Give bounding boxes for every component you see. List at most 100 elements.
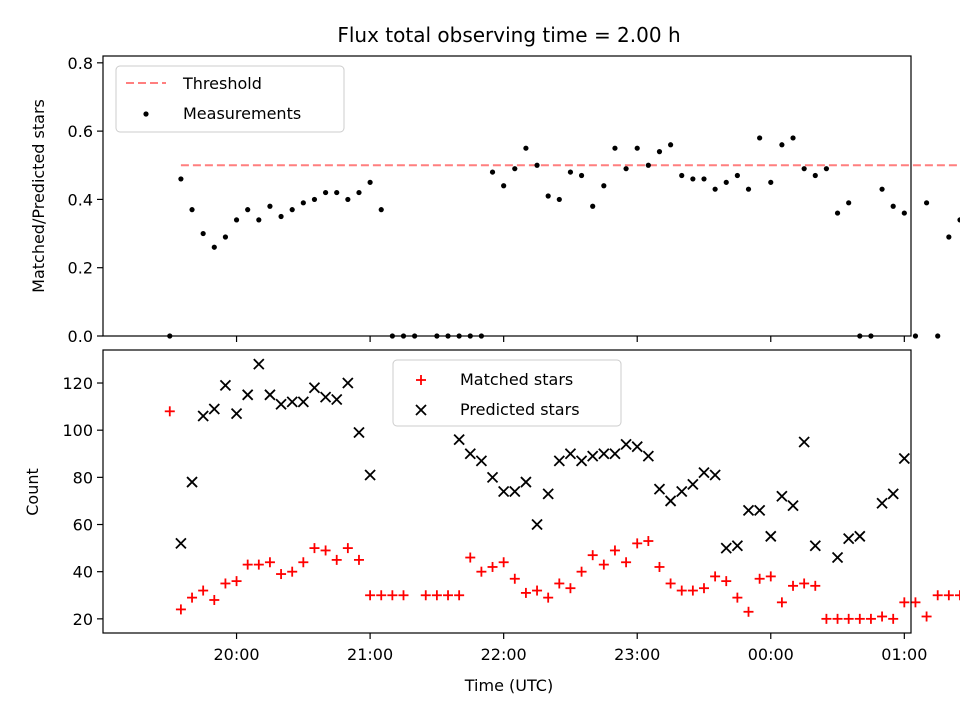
predicted-point-17: [364, 469, 376, 481]
legend-measurements-swatch: [143, 111, 149, 117]
predicted-point-44: [742, 504, 755, 517]
predicted-point-51: [831, 551, 844, 564]
measurement-point-40: [623, 166, 629, 172]
top-y-tick-label-3: 0.6: [68, 122, 93, 141]
top-axes-frame: [102, 55, 912, 337]
measurement-point-52: [757, 135, 763, 141]
measurement-point-18: [367, 179, 373, 185]
predicted-point-5: [230, 408, 243, 420]
top-x-ticks: [235, 336, 905, 342]
matched-point-14: [320, 545, 331, 556]
measurement-point-47: [701, 176, 707, 182]
top-y-tick-label-0: 0.0: [68, 327, 93, 346]
matched-point-38: [598, 559, 609, 570]
predicted-point-4: [219, 379, 232, 392]
x-tick-label-4: 00:00: [748, 645, 794, 664]
matched-point-33: [543, 592, 554, 603]
measurement-point-13: [311, 196, 318, 203]
matched-point-17: [353, 554, 364, 565]
predicted-point-10: [286, 396, 298, 408]
measurement-point-39: [612, 145, 618, 151]
measurement-point-55: [790, 135, 796, 141]
matched-point-11: [287, 566, 298, 577]
predicted-point-38: [676, 485, 688, 498]
predicted-point-20: [475, 455, 488, 467]
top-points-layer: [167, 135, 960, 339]
measurement-point-32: [534, 162, 540, 168]
matched-point-40: [621, 557, 632, 568]
matched-point-22: [420, 590, 431, 601]
matched-point-5: [220, 578, 231, 589]
predicted-point-12: [308, 382, 321, 394]
legend-predicted-label: Predicted stars: [460, 400, 580, 419]
matched-point-31: [520, 587, 531, 598]
matched-point-42: [643, 536, 654, 547]
x-tick-label-5: 01:00: [881, 645, 927, 664]
measurement-point-58: [823, 166, 830, 172]
measurement-point-57: [812, 172, 818, 179]
measurement-point-44: [668, 142, 674, 148]
matched-point-6: [231, 576, 242, 587]
measurement-point-48: [712, 186, 718, 192]
bottom-y-ticks: 20 40 60 80 100 120: [62, 374, 103, 629]
measurement-point-29: [501, 183, 507, 189]
predicted-point-53: [854, 530, 866, 542]
matched-point-19: [376, 590, 387, 601]
matched-point-47: [698, 583, 709, 594]
predicted-point-23: [509, 485, 521, 498]
predicted-point-14: [331, 393, 343, 406]
matched-point-61: [854, 613, 865, 624]
legend-predicted-swatch: [415, 404, 427, 416]
predicted-point-6: [242, 389, 254, 401]
matched-point-4: [209, 594, 220, 605]
bottom-y-tick-label-0: 20: [73, 610, 93, 629]
matched-point-59: [832, 613, 843, 624]
bottom-y-tick-label-1: 40: [73, 563, 93, 582]
matched-point-16: [342, 543, 353, 554]
predicted-point-7: [253, 358, 265, 370]
bottom-y-tick-label-2: 60: [73, 516, 93, 535]
measurement-point-12: [300, 200, 306, 206]
measurement-point-1: [178, 176, 184, 182]
predicted-point-22: [498, 485, 510, 498]
predicted-point-49: [798, 436, 810, 448]
measurement-point-14: [322, 189, 329, 196]
measurement-point-56: [801, 166, 807, 172]
predicted-point-16: [353, 426, 365, 439]
x-tick-label-1: 21:00: [347, 645, 393, 664]
predicted-point-11: [297, 396, 309, 408]
measurement-point-8: [256, 217, 262, 223]
measurement-point-60: [846, 200, 852, 206]
matched-point-54: [776, 597, 787, 608]
measurement-point-16: [345, 196, 351, 203]
measurement-point-42: [645, 162, 651, 168]
measurement-point-30: [512, 166, 518, 172]
predicted-point-1: [186, 476, 198, 488]
measurement-point-64: [890, 203, 896, 209]
matched-point-63: [877, 611, 888, 622]
top-legend: Threshold Measurements: [115, 65, 345, 133]
predicted-point-52: [843, 533, 855, 545]
measurement-point-67: [923, 200, 930, 206]
predicted-point-28: [564, 448, 577, 460]
predicted-point-19: [464, 448, 476, 460]
matched-point-55: [788, 580, 799, 591]
predicted-point-13: [319, 391, 332, 403]
legend-measurements-label: Measurements: [183, 104, 301, 123]
matched-point-44: [665, 578, 676, 589]
matched-point-3: [198, 585, 209, 596]
measurement-point-33: [545, 193, 551, 199]
predicted-point-3: [208, 403, 220, 415]
top-y-axis-label: Matched/Predicted stars: [29, 99, 48, 293]
bottom-x-ticks: 20:0021:0022:0023:0000:0001:0002:0003:00…: [213, 633, 927, 664]
matched-point-51: [743, 606, 754, 617]
legend-threshold-label: Threshold: [182, 74, 262, 93]
x-axis-label: Time (UTC): [464, 676, 553, 695]
measurement-point-17: [356, 189, 362, 196]
measurement-point-5: [222, 234, 229, 240]
matched-point-64: [888, 613, 899, 624]
bottom-y-tick-label-4: 100: [62, 421, 93, 440]
measurement-point-69: [946, 234, 952, 240]
predicted-point-46: [765, 530, 777, 542]
measurement-point-15: [334, 189, 340, 196]
